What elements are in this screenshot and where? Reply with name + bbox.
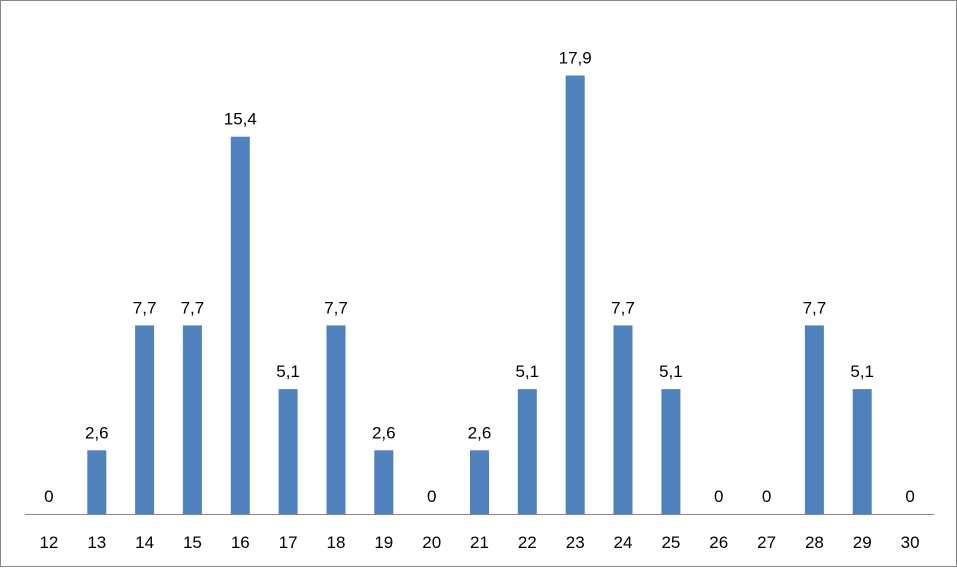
bar	[804, 325, 824, 515]
bar	[565, 75, 585, 514]
data-label: 7,7	[324, 298, 348, 317]
x-tick-label: 14	[135, 533, 154, 552]
data-label: 2,6	[85, 423, 109, 442]
bar	[278, 389, 298, 514]
x-tick-label: 29	[853, 533, 872, 552]
x-tick-label: 20	[422, 533, 441, 552]
data-label: 17,9	[559, 49, 592, 68]
x-tick-label: 21	[470, 533, 489, 552]
bar	[661, 389, 681, 514]
data-label: 7,7	[803, 298, 827, 317]
data-label: 0	[44, 487, 53, 506]
bar	[135, 325, 155, 515]
data-label: 7,7	[611, 298, 635, 317]
x-tick-label: 28	[805, 533, 824, 552]
x-tick-label: 30	[901, 533, 920, 552]
data-label: 0	[714, 487, 723, 506]
x-tick-label: 17	[279, 533, 298, 552]
x-tick-label: 24	[614, 533, 633, 552]
x-tick-label: 22	[518, 533, 537, 552]
data-label: 7,7	[133, 298, 157, 317]
bar	[374, 450, 394, 514]
x-tick-label: 13	[87, 533, 106, 552]
bar	[182, 325, 202, 515]
data-label: 7,7	[181, 298, 205, 317]
bar	[517, 389, 537, 514]
x-tick-label: 26	[709, 533, 728, 552]
bar	[613, 325, 633, 515]
bar	[87, 450, 107, 514]
data-label: 0	[905, 487, 914, 506]
data-label: 2,6	[468, 423, 492, 442]
x-tick-label: 16	[231, 533, 250, 552]
x-tick-label: 23	[566, 533, 585, 552]
x-tick-label: 25	[661, 533, 680, 552]
x-tick-label: 15	[183, 533, 202, 552]
data-label: 5,1	[850, 362, 874, 381]
x-tick-label: 19	[374, 533, 393, 552]
x-tick-label: 18	[327, 533, 346, 552]
data-label: 5,1	[659, 362, 683, 381]
bar	[326, 325, 346, 515]
bar	[470, 450, 489, 514]
data-label: 5,1	[515, 362, 539, 381]
data-label: 0	[762, 487, 771, 506]
data-label: 0	[427, 487, 436, 506]
bar	[230, 136, 250, 514]
data-label: 15,4	[224, 110, 257, 129]
x-tick-label: 27	[757, 533, 776, 552]
data-label: 5,1	[276, 362, 300, 381]
data-label: 2,6	[372, 423, 396, 442]
x-tick-label: 12	[39, 533, 58, 552]
bar	[852, 389, 872, 514]
